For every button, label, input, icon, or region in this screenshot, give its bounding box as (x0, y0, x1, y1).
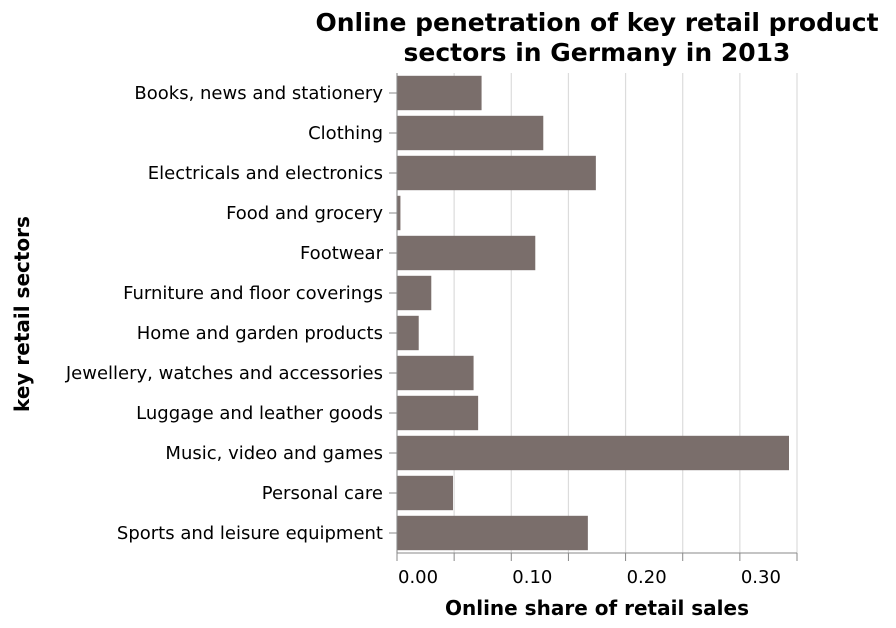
x-tick-label: 0.10 (512, 567, 552, 588)
x-tick-labels: 0.00 0.10 0.20 0.30 (398, 567, 781, 588)
bar (397, 235, 536, 271)
x-tick-label: 0.20 (627, 567, 667, 588)
axes (389, 73, 798, 561)
category-label: Sports and leisure equipment (117, 523, 383, 544)
x-tick-label: 0.00 (398, 567, 438, 588)
bar (397, 315, 419, 351)
bar (397, 115, 544, 151)
category-label: Music, video and games (165, 443, 383, 464)
x-tick-label: 0.30 (741, 567, 781, 588)
category-label: Footwear (300, 243, 384, 264)
category-label: Books, news and stationery (134, 83, 383, 104)
bar (397, 515, 588, 551)
y-axis-title: key retail sectors (10, 216, 34, 412)
bar (397, 75, 482, 111)
bar (397, 395, 479, 431)
grid-lines (396, 73, 798, 553)
bar (397, 275, 432, 311)
chart-title: Online penetration of key retail product… (315, 8, 878, 67)
bar (397, 475, 453, 511)
category-label: Furniture and floor coverings (123, 283, 383, 304)
chart-title-line: sectors in Germany in 2013 (404, 38, 791, 67)
bar (397, 195, 401, 231)
bars (397, 75, 789, 551)
category-label: Personal care (262, 483, 383, 504)
chart-title-line: Online penetration of key retail product (315, 8, 878, 37)
category-label: Food and grocery (226, 203, 383, 224)
x-axis-title: Online share of retail sales (445, 596, 749, 620)
bar (397, 355, 474, 391)
bar (397, 435, 789, 471)
category-labels: Books, news and stationery Clothing Electr… (65, 83, 384, 544)
category-label: Clothing (308, 123, 383, 144)
category-label: Luggage and leather goods (136, 403, 383, 424)
category-label: Home and garden products (137, 323, 383, 344)
bar (397, 155, 596, 191)
category-label: Electricals and electronics (148, 163, 383, 184)
category-label: Jewellery, watches and accessories (65, 363, 383, 384)
